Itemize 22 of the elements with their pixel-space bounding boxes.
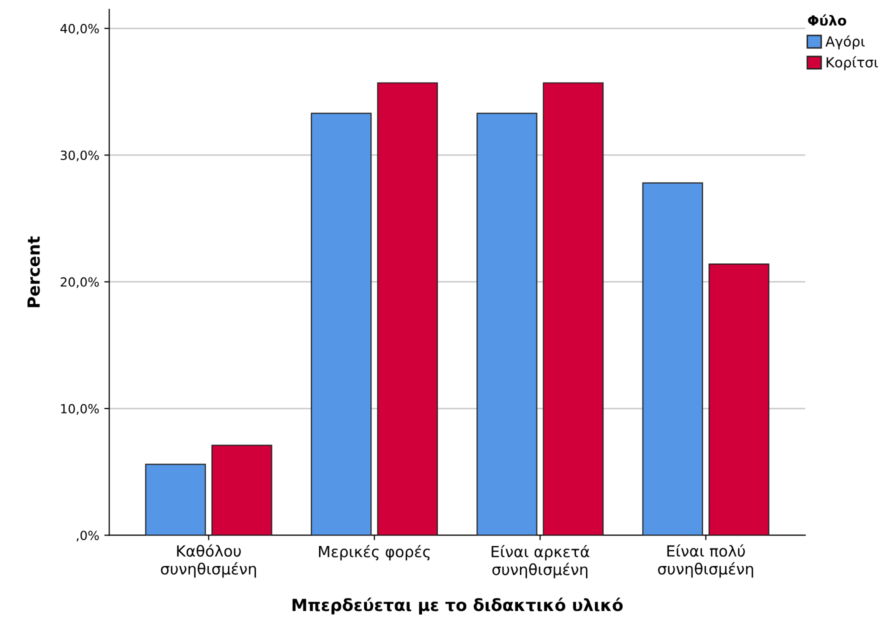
bar <box>708 264 770 536</box>
y-axis-title: Percent <box>28 236 40 308</box>
y-tick-label: 10,0% <box>61 404 99 415</box>
y-tick-label: ,0% <box>76 530 99 542</box>
x-tick-label: Καθόλου συνηθισμένη <box>160 544 256 578</box>
x-axis-title: Μπερδεύεται με το διδακτικό υλικό <box>292 598 623 614</box>
bar <box>145 464 206 536</box>
legend-label: Κορίτσι <box>826 56 878 70</box>
bar <box>476 112 538 536</box>
x-tick-label: Μερικές φορές <box>319 544 430 560</box>
bar <box>542 82 604 536</box>
bar <box>211 444 272 536</box>
y-tick-label: 20,0% <box>60 277 99 288</box>
legend-label: Αγόρι <box>825 35 865 50</box>
bar <box>377 82 438 536</box>
y-tick-label: 30,0% <box>60 150 99 162</box>
bar <box>310 112 372 536</box>
legend-title: Φύλο <box>808 14 846 26</box>
y-tick-label: 40,0% <box>60 24 99 35</box>
bar <box>642 182 704 536</box>
x-tick-label: Είναι πολύ συνηθισμένη <box>658 544 754 578</box>
x-tick-label: Είναι αρκετά συνηθισμένη <box>492 544 590 578</box>
